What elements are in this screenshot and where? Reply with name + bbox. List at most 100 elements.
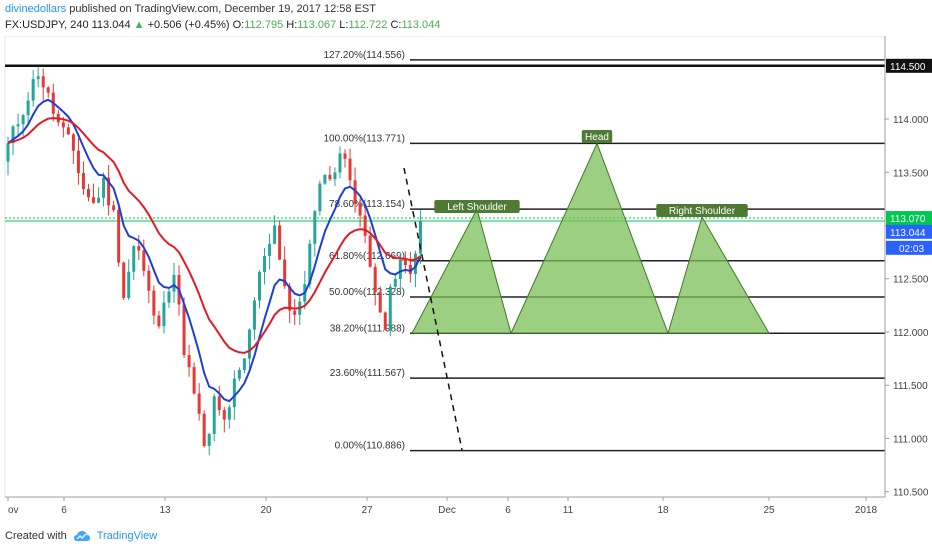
low-label: L: bbox=[339, 19, 349, 31]
candle-body bbox=[247, 329, 251, 359]
candle-body bbox=[363, 215, 367, 236]
time-tick-label: 6 bbox=[505, 505, 511, 516]
fib-level-label: 127.20%(114.556) bbox=[323, 50, 405, 61]
tradingview-brand[interactable]: TradingView bbox=[96, 530, 158, 542]
green-price-label: 113.070 bbox=[890, 214, 926, 225]
up-arrow-icon: ▲ bbox=[133, 19, 145, 31]
candle-body bbox=[16, 124, 20, 127]
candle-body bbox=[308, 243, 312, 285]
price-tick-label: 114.000 bbox=[893, 115, 929, 126]
candle-body bbox=[202, 413, 206, 446]
candle-body bbox=[278, 225, 282, 260]
close-value: 113.044 bbox=[401, 19, 441, 31]
candle-body bbox=[217, 396, 221, 411]
ohlc-legend: FX:USDJPY, 240 113.044 ▲ +0.506 (+0.45%)… bbox=[5, 19, 440, 31]
open-value: 112.795 bbox=[244, 19, 284, 31]
candle-body bbox=[11, 126, 15, 144]
price-tick-label: 111.500 bbox=[893, 381, 928, 392]
candle-body bbox=[398, 259, 402, 280]
price-axis[interactable]: 114.000113.500113.000112.500112.000111.5… bbox=[884, 36, 932, 499]
time-tick-label: 18 bbox=[657, 505, 669, 516]
candle-body bbox=[137, 246, 141, 251]
candle-body bbox=[353, 180, 357, 204]
candle-body bbox=[81, 173, 85, 190]
candle-body bbox=[127, 271, 131, 298]
candle-body bbox=[46, 87, 50, 93]
candle-body bbox=[41, 76, 45, 88]
fib-level-label: 78.60%(113.154) bbox=[329, 199, 405, 210]
candle-body bbox=[258, 271, 261, 301]
candle-body bbox=[378, 291, 382, 313]
candle-body bbox=[318, 183, 322, 212]
symbol-label[interactable]: FX:USDJPY, 240 bbox=[5, 19, 89, 31]
candle-body bbox=[383, 312, 387, 330]
candle-body bbox=[388, 286, 392, 330]
created-with-text: Created with bbox=[5, 530, 67, 542]
price-tick-label: 111.000 bbox=[893, 434, 928, 445]
publish-line: divinedollars published on TradingView.c… bbox=[5, 3, 376, 15]
high-label: H: bbox=[286, 19, 298, 31]
candle-body bbox=[348, 158, 352, 181]
last-price-label: 113.044 bbox=[890, 228, 926, 239]
candle-body bbox=[288, 286, 292, 311]
close-label: C: bbox=[390, 19, 402, 31]
candle-body bbox=[227, 407, 231, 420]
candle-body bbox=[358, 203, 362, 216]
price-tick-label: 113.500 bbox=[893, 168, 929, 179]
time-tick-label: 25 bbox=[763, 505, 775, 516]
price-tick-label: 112.500 bbox=[893, 275, 929, 286]
candle-body bbox=[61, 122, 65, 128]
price-chart[interactable]: 127.20%(114.556) 100.00%(113.771) 78.60%(1… bbox=[0, 36, 932, 522]
candle-body bbox=[263, 255, 267, 272]
candle-body bbox=[328, 174, 332, 180]
annotations bbox=[403, 167, 463, 451]
author-link[interactable]: divinedollars bbox=[5, 3, 67, 15]
resistance-price-tag bbox=[886, 58, 932, 73]
candle-body bbox=[182, 304, 186, 356]
head-and-shoulders-pattern: Left Shoulder Head Right Shoulder bbox=[411, 130, 770, 334]
chart-header: divinedollars published on TradingView.c… bbox=[0, 0, 932, 36]
candle-body bbox=[107, 177, 111, 206]
time-tick-label: 6 bbox=[61, 505, 67, 516]
left-shoulder-label-bg bbox=[434, 200, 520, 213]
candle-body bbox=[187, 355, 191, 368]
candle-body bbox=[222, 410, 226, 420]
candle-body bbox=[393, 279, 397, 287]
publish-info: published on TradingView.com, December 1… bbox=[69, 3, 376, 15]
candle-body bbox=[207, 433, 211, 446]
dashed-trend-line bbox=[403, 167, 463, 451]
time-tick-label: 13 bbox=[159, 505, 171, 516]
candle-body bbox=[237, 369, 241, 379]
candle-body bbox=[152, 290, 156, 316]
footer: Created with TradingView bbox=[0, 524, 932, 550]
high-value: 113.067 bbox=[297, 19, 337, 31]
countdown-tag bbox=[886, 240, 932, 255]
right-shoulder-label: Right Shoulder bbox=[669, 206, 736, 217]
low-value: 112.722 bbox=[348, 19, 388, 31]
candle-body bbox=[323, 174, 327, 184]
time-tick-label: Dec bbox=[438, 505, 456, 516]
candle-body bbox=[162, 302, 166, 327]
candle-body bbox=[212, 396, 216, 434]
fib-level-label: 50.00%(112.328) bbox=[329, 287, 405, 298]
time-tick-label: 2018 bbox=[855, 505, 878, 516]
last-price-tag bbox=[886, 224, 932, 239]
candle-body bbox=[26, 100, 30, 116]
candle-body bbox=[122, 262, 126, 298]
fib-level-label: 100.00%(113.771) bbox=[323, 133, 405, 144]
candle-body bbox=[418, 220, 422, 254]
candle-body bbox=[92, 197, 96, 203]
fib-level-label: 38.20%(111.988) bbox=[330, 323, 405, 334]
candle-body bbox=[403, 259, 407, 266]
candle-body bbox=[66, 127, 70, 135]
candle-body bbox=[172, 274, 176, 292]
time-tick-label: 20 bbox=[260, 505, 272, 516]
candle-body bbox=[373, 266, 377, 292]
resistance-price-label: 114.500 bbox=[890, 62, 926, 73]
head-label-bg bbox=[581, 130, 613, 143]
time-axis[interactable]: ov 6 13 20 27 Dec 6 11 18 25 2018 bbox=[5, 496, 885, 516]
candle-body bbox=[268, 243, 272, 256]
candle-body bbox=[142, 250, 146, 271]
fib-level-label: 23.60%(111.567) bbox=[330, 368, 405, 379]
green-price-tag bbox=[886, 211, 932, 226]
